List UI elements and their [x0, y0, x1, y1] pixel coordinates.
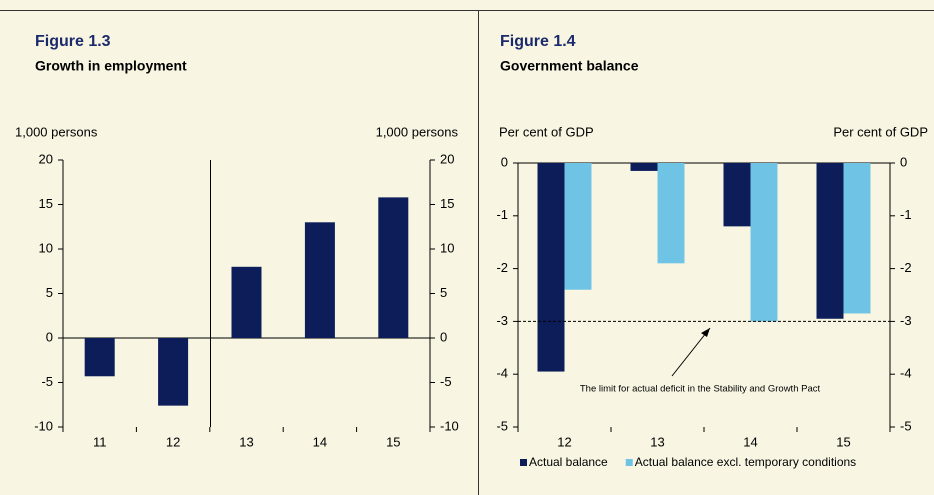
bar — [816, 163, 844, 319]
legend-swatch — [520, 459, 527, 466]
bar — [843, 163, 871, 314]
bar — [231, 266, 262, 338]
y-tick-label: 20 — [39, 151, 53, 166]
y2-tick-label: 20 — [440, 151, 454, 166]
y2-tick-label: -3 — [900, 313, 912, 328]
x-tick-label: 13 — [650, 434, 664, 449]
chart-title: Figure 1.3 — [35, 33, 111, 50]
y-tick-label: 5 — [46, 285, 53, 300]
x-tick-label: 12 — [557, 434, 571, 449]
y2-tick-label: 0 — [440, 329, 447, 344]
arrow-head — [701, 328, 710, 337]
y-tick-label: -3 — [496, 313, 508, 328]
legend-label: Actual balance excl. temporary condition… — [635, 455, 856, 469]
y-tick-label: -10 — [34, 418, 53, 433]
bar — [723, 163, 751, 227]
y2-tick-label: -5 — [440, 374, 452, 389]
axis-unit: Per cent of GDP — [833, 124, 928, 139]
x-tick-label: 14 — [743, 434, 757, 449]
chart-subtitle: Government balance — [500, 58, 639, 74]
y2-tick-label: -10 — [440, 418, 459, 433]
y-tick-label: 0 — [501, 154, 508, 169]
x-tick-label: 11 — [93, 434, 107, 449]
y-tick-label: -5 — [496, 418, 508, 433]
bar — [750, 163, 778, 322]
x-tick-label: 14 — [313, 434, 327, 449]
y-tick-label: -2 — [496, 260, 508, 275]
bar — [564, 163, 592, 290]
bar — [304, 222, 335, 338]
x-tick-label: 12 — [166, 434, 180, 449]
legend-swatch — [625, 459, 633, 466]
bar — [84, 338, 115, 377]
axis-unit: 1,000 persons — [15, 124, 98, 139]
axis-unit: Per cent of GDP — [499, 124, 594, 139]
x-tick-label: 15 — [836, 434, 850, 449]
axis-unit: 1,000 persons — [376, 124, 459, 139]
annotation-arrow — [671, 327, 711, 377]
y-tick-label: -4 — [496, 366, 508, 381]
bar — [537, 163, 565, 372]
y2-tick-label: -4 — [900, 366, 912, 381]
y2-tick-label: -5 — [900, 418, 912, 433]
y2-tick-label: 10 — [440, 240, 454, 255]
chart-subtitle: Growth in employment — [35, 58, 187, 74]
y-tick-label: -5 — [41, 374, 53, 389]
bar — [657, 163, 685, 264]
y2-tick-label: 15 — [440, 196, 454, 211]
y-tick-label: -1 — [496, 207, 508, 222]
y-tick-label: 0 — [46, 329, 53, 344]
x-tick-label: 13 — [239, 434, 253, 449]
bar — [630, 163, 658, 171]
x-tick-label: 15 — [386, 434, 400, 449]
annotation: The limit for actual deficit in the Stab… — [580, 384, 821, 395]
bar — [158, 338, 189, 406]
y2-tick-label: 0 — [900, 154, 907, 169]
y2-tick-label: -1 — [900, 207, 912, 222]
y2-tick-label: 5 — [440, 285, 447, 300]
chart-title: Figure 1.4 — [500, 33, 576, 50]
legend-label: Actual balance — [529, 455, 608, 469]
y-tick-label: 10 — [39, 240, 53, 255]
y2-tick-label: -2 — [900, 260, 912, 275]
y-tick-label: 15 — [39, 196, 53, 211]
bar — [378, 197, 409, 338]
